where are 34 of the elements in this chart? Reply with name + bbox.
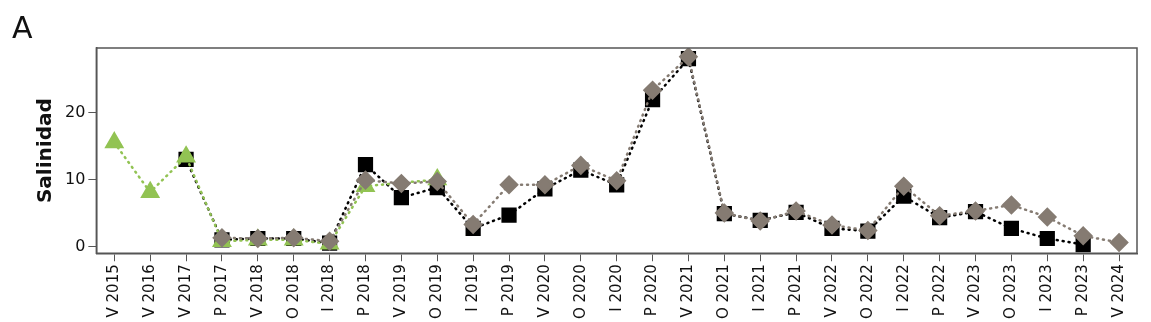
x-tick-label: O 2020	[570, 264, 589, 319]
x-tick-label: V 2020	[534, 264, 553, 318]
x-tick-label: O 2022	[857, 264, 876, 319]
x-tick-label: I 2022	[893, 264, 912, 312]
x-tick-label: I 2020	[606, 264, 625, 312]
x-tick-label: V 2023	[965, 264, 984, 318]
x-tick-label: V 2016	[140, 264, 159, 318]
x-tick-label: I 2019	[463, 264, 482, 312]
x-tick-label: V 2015	[104, 264, 123, 318]
x-tick-label: P 2023	[1073, 264, 1092, 317]
x-tick-label: V 2024	[1108, 264, 1127, 318]
x-tick-label: P 2021	[785, 264, 804, 317]
y-tick-label: 0	[75, 235, 86, 255]
x-tick-label: O 2021	[714, 264, 733, 319]
x-tick-label: P 2017	[211, 264, 230, 317]
x-tick-label: V 2021	[678, 264, 697, 318]
text: A	[12, 10, 33, 45]
x-tick-label: I 2021	[750, 264, 769, 312]
x-tick-label: V 2019	[391, 264, 410, 318]
x-tick-label: P 2019	[498, 264, 517, 317]
x-tick-label: V 2017	[175, 264, 194, 318]
x-tick-label: O 2018	[283, 264, 302, 319]
x-tick-label: V 2018	[247, 264, 266, 318]
x-tick-label: O 2023	[1001, 264, 1020, 319]
x-tick-label: I 2018	[319, 264, 338, 312]
x-tick-label: P 2020	[642, 264, 661, 317]
y-axis-title: Salinidad	[32, 98, 57, 204]
x-tick-label: I 2023	[1037, 264, 1056, 312]
x-tick-label: O 2019	[427, 264, 446, 319]
x-tick-label: P 2022	[929, 264, 948, 317]
x-tick-label: P 2018	[355, 264, 374, 317]
y-tick-label: 10	[65, 168, 86, 188]
x-tick-label: V 2022	[821, 264, 840, 318]
y-tick-label: 20	[65, 101, 86, 121]
